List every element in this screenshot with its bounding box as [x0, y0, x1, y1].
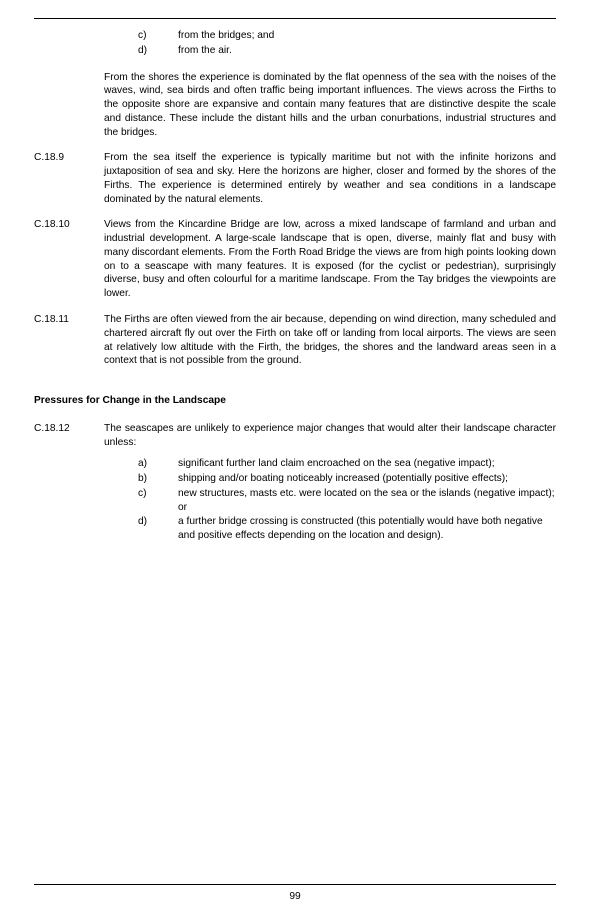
list-text: a further bridge crossing is constructed… [178, 515, 556, 543]
para-text: The seascapes are unlikely to experience… [104, 422, 556, 450]
list-item: a) significant further land claim encroa… [104, 457, 556, 471]
page: c) from the bridges; and d) from the air… [0, 0, 590, 916]
top-sublist: c) from the bridges; and d) from the air… [104, 29, 556, 59]
list-letter: c) [138, 29, 178, 43]
para-text: From the sea itself the experience is ty… [104, 151, 556, 206]
list-letter: d) [138, 515, 178, 529]
top-sublist-block: c) from the bridges; and d) from the air… [34, 29, 556, 59]
para-label: C.18.12 [34, 422, 104, 436]
para-text: The Firths are often viewed from the air… [104, 313, 556, 368]
list-item: c) new structures, masts etc. were locat… [104, 487, 556, 515]
para-label: C.18.10 [34, 218, 104, 232]
para-text: Views from the Kincardine Bridge are low… [104, 218, 556, 301]
paragraph-block: C.18.11 The Firths are often viewed from… [34, 313, 556, 368]
section-heading: Pressures for Change in the Landscape [34, 394, 556, 408]
para-label: C.18.9 [34, 151, 104, 165]
sublist-block: a) significant further land claim encroa… [34, 457, 556, 544]
list-item: c) from the bridges; and [104, 29, 556, 43]
list-item: d) a further bridge crossing is construc… [104, 515, 556, 543]
paragraph-block: C.18.9 From the sea itself the experienc… [34, 151, 556, 206]
list-letter: b) [138, 472, 178, 486]
list-text: from the air. [178, 44, 556, 58]
bottom-rule [34, 884, 556, 885]
paragraph-block: C.18.12 The seascapes are unlikely to ex… [34, 422, 556, 450]
page-number: 99 [34, 891, 556, 902]
list-text: significant further land claim encroache… [178, 457, 556, 471]
footer: 99 [34, 884, 556, 902]
list-text: new structures, masts etc. were located … [178, 487, 556, 515]
paragraph-block: From the shores the experience is domina… [34, 71, 556, 140]
list-letter: a) [138, 457, 178, 471]
para-text: From the shores the experience is domina… [104, 71, 556, 140]
list-text: shipping and/or boating noticeably incre… [178, 472, 556, 486]
content: c) from the bridges; and d) from the air… [34, 19, 556, 544]
list-item: d) from the air. [104, 44, 556, 58]
list-item: b) shipping and/or boating noticeably in… [104, 472, 556, 486]
list-text: from the bridges; and [178, 29, 556, 43]
paragraph-block: C.18.10 Views from the Kincardine Bridge… [34, 218, 556, 301]
para-label: C.18.11 [34, 313, 104, 327]
list-letter: d) [138, 44, 178, 58]
list-letter: c) [138, 487, 178, 501]
sublist-col: a) significant further land claim encroa… [104, 457, 556, 544]
